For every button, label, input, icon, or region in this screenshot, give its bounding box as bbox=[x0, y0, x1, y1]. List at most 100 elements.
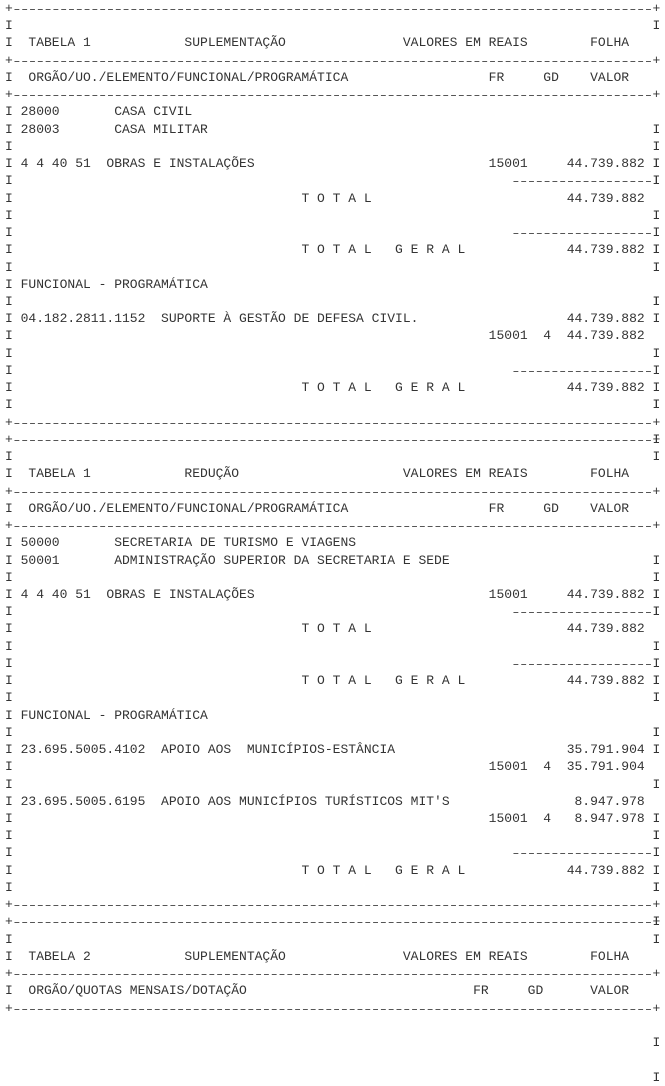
total-geral-value: 44.739.882 bbox=[566, 862, 645, 878]
funcional-code: 04.182.2811.1152 bbox=[20, 311, 146, 327]
blank-line bbox=[5, 776, 661, 793]
units-label: VALORES EM REAIS bbox=[402, 466, 528, 482]
funcional-gd: 4 bbox=[543, 811, 552, 827]
funcional-name: SUPORTE À GESTÃO DE DEFESA CIVIL. bbox=[161, 311, 419, 327]
blank-line bbox=[5, 396, 661, 413]
border-line bbox=[5, 413, 661, 431]
funcional-row: 23.695.5005.6195 APOIO AOS MUNICÍPIOS TU… bbox=[5, 793, 661, 880]
column-gd: GD bbox=[543, 500, 559, 516]
blank-line bbox=[5, 448, 661, 465]
column-desc: ORGÃO/QUOTAS MENSAIS/DOTAÇÃO bbox=[28, 983, 247, 999]
elemento-code: 4 4 40 51 bbox=[20, 586, 91, 602]
total-geral-label: T O T A L G E R A L bbox=[301, 862, 466, 878]
total-geral-row: T O T A L G E R A L 44.739.882 bbox=[5, 862, 661, 932]
funcional-title-text: FUNCIONAL - PROGRAMÁTICA bbox=[20, 276, 208, 292]
orgao-name: SECRETARIA DE TURISMO E VIAGENS bbox=[114, 535, 357, 551]
funcional-valor: 8.947.978 bbox=[574, 793, 645, 809]
table-number: TABELA 1 bbox=[28, 466, 91, 482]
total-geral-value: 44.739.882 bbox=[566, 380, 645, 396]
column-headers: ORGÃO/UO./ELEMENTO/FUNCIONAL/PROGRAMÁTIC… bbox=[5, 500, 661, 605]
table-header: TABELA 1 SUPLEMENTAÇÃO VALORES EM REAIS … bbox=[5, 34, 661, 139]
column-valor: VALOR bbox=[590, 500, 630, 516]
total-row: T O T A L 44.739.882 bbox=[5, 620, 661, 690]
table-header: TABELA 2 SUPLEMENTAÇÃO VALORES EM REAIS … bbox=[5, 948, 661, 1053]
elemento-valor: 44.739.882 bbox=[566, 156, 645, 172]
page-label: FOLHA bbox=[590, 948, 630, 964]
table-number: TABELA 2 bbox=[28, 948, 91, 964]
column-valor: VALOR bbox=[590, 69, 630, 85]
blank-line bbox=[5, 345, 661, 362]
budget-report: TABELA 1 SUPLEMENTAÇÃO VALORES EM REAIS … bbox=[5, 0, 661, 1086]
border-line bbox=[5, 896, 661, 914]
subtotal-rule bbox=[5, 603, 661, 621]
border-line bbox=[5, 965, 661, 983]
elemento-fr: 15001 bbox=[488, 156, 528, 172]
funcional-row: 04.182.2811.1152 SUPORTE À GESTÃO DE DEF… bbox=[5, 310, 661, 397]
total-geral-label: T O T A L G E R A L bbox=[301, 380, 466, 396]
funcional-valor: 44.739.882 bbox=[566, 311, 645, 327]
total-geral-label: T O T A L G E R A L bbox=[301, 673, 466, 689]
funcional-name: APOIO AOS MUNICÍPIOS TURÍSTICOS MIT'S bbox=[161, 793, 450, 809]
column-gd: GD bbox=[527, 983, 544, 999]
elemento-code: 4 4 40 51 bbox=[20, 156, 91, 172]
blank-line bbox=[5, 293, 661, 310]
blank-line bbox=[5, 138, 661, 155]
column-headers: ORGÃO/QUOTAS MENSAIS/DOTAÇÃO FR GD VALOR bbox=[5, 982, 661, 1086]
total-geral-label: T O T A L G E R A L bbox=[301, 242, 466, 258]
funcional-fr: 15001 bbox=[488, 328, 528, 344]
total-label: T O T A L bbox=[301, 190, 372, 206]
blank-line bbox=[5, 724, 661, 741]
blank-line bbox=[5, 17, 661, 34]
border-line bbox=[5, 517, 661, 535]
blank-line bbox=[5, 638, 661, 655]
funcional-gd: 4 bbox=[543, 328, 552, 344]
elemento-name: OBRAS E INSTALAÇÕES bbox=[106, 156, 255, 172]
elemento-row: 4 4 40 51 OBRAS E INSTALAÇÕES 15001 44.7… bbox=[5, 155, 661, 260]
blank-line bbox=[5, 879, 661, 896]
table-type: SUPLEMENTAÇÃO bbox=[184, 35, 286, 51]
funcional-name: APOIO AOS MUNICÍPIOS-ESTÂNCIA bbox=[161, 742, 396, 758]
subtotal-rule bbox=[5, 844, 661, 862]
total-value: 44.739.882 bbox=[566, 190, 645, 206]
border-line bbox=[5, 430, 661, 448]
page-label: FOLHA bbox=[590, 466, 630, 482]
table-header: TABELA 1 REDUÇÃO VALORES EM REAIS FOLHA bbox=[5, 465, 661, 570]
units-label: VALORES EM REAIS bbox=[402, 948, 528, 964]
orgao-code: 50000 bbox=[20, 535, 60, 551]
page-label: FOLHA bbox=[590, 35, 630, 51]
orgao-row: 50001 ADMINISTRAÇÃO SUPERIOR DA SECRETAR… bbox=[5, 552, 661, 622]
blank-line bbox=[5, 259, 661, 276]
subtotal-rule bbox=[5, 224, 661, 242]
table-type: REDUÇÃO bbox=[184, 466, 240, 482]
blank-line bbox=[5, 207, 661, 224]
orgao-name: CASA CIVIL bbox=[114, 104, 193, 120]
funcional-fr-row: 15001 4 44.739.882 bbox=[5, 327, 661, 414]
blank-line bbox=[5, 931, 661, 948]
orgao-code: 28000 bbox=[20, 104, 60, 120]
column-fr: FR bbox=[473, 983, 489, 999]
total-geral-row: T O T A L G E R A L 44.739.882 bbox=[5, 672, 661, 742]
column-valor: VALOR bbox=[590, 983, 630, 999]
border-line bbox=[5, 51, 661, 69]
elemento-name: OBRAS E INSTALAÇÕES bbox=[106, 586, 255, 602]
orgao-name: ADMINISTRAÇÃO SUPERIOR DA SECRETARIA E S… bbox=[114, 552, 450, 568]
column-desc: ORGÃO/UO./ELEMENTO/FUNCIONAL/PROGRAMÁTIC… bbox=[28, 500, 349, 516]
funcional-fr: 15001 bbox=[488, 759, 528, 775]
funcional-gd: 4 bbox=[543, 759, 552, 775]
funcional-code: 23.695.5005.6195 bbox=[20, 793, 146, 809]
elemento-valor: 44.739.882 bbox=[566, 586, 645, 602]
border-line bbox=[5, 913, 661, 931]
subtotal-rule bbox=[5, 654, 661, 672]
funcional-title: FUNCIONAL - PROGRAMÁTICA bbox=[5, 276, 661, 328]
blank-line bbox=[5, 569, 661, 586]
funcional-row: 23.695.5005.4102 APOIO AOS MUNICÍPIOS-ES… bbox=[5, 741, 661, 828]
funcional-fr-valor: 8.947.978 bbox=[574, 811, 645, 827]
orgao-name: CASA MILITAR bbox=[114, 121, 208, 137]
border-line bbox=[5, 482, 661, 500]
funcional-fr-valor: 44.739.882 bbox=[566, 328, 645, 344]
total-value: 44.739.882 bbox=[566, 621, 645, 637]
column-desc: ORGÃO/UO./ELEMENTO/FUNCIONAL/PROGRAMÁTIC… bbox=[28, 69, 349, 85]
elemento-row: 4 4 40 51 OBRAS E INSTALAÇÕES 15001 44.7… bbox=[5, 586, 661, 691]
table-number: TABELA 1 bbox=[28, 35, 91, 51]
total-label: T O T A L bbox=[301, 621, 372, 637]
